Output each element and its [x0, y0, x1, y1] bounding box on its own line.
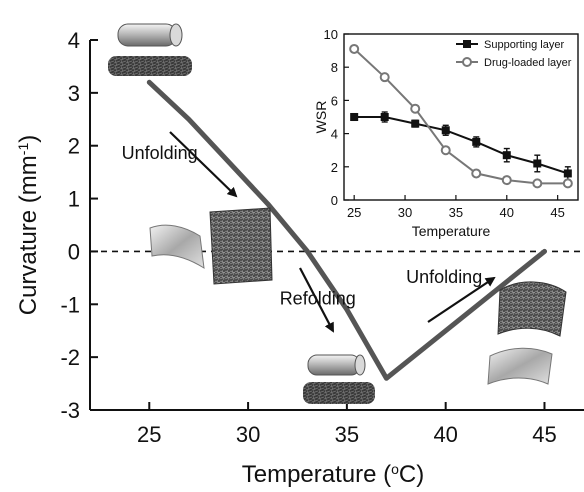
legend-marker-supporting	[463, 40, 471, 48]
inset-y-tick-label: 2	[331, 160, 338, 175]
cylinder-end-cap-bottom	[354, 354, 366, 376]
inset-x-axis-title: Temperature	[412, 223, 491, 239]
curved-sheet-illustration	[149, 224, 205, 269]
x-tick-label: 30	[236, 422, 260, 447]
inset-point-drug-loaded	[471, 168, 482, 179]
inset-y-tick-label: 8	[331, 60, 338, 75]
inset-point-supporting	[563, 169, 572, 178]
fiber-bundle-illustration-bottom	[303, 382, 375, 404]
illustrations	[108, 23, 567, 404]
inset-point-supporting	[350, 113, 359, 121]
inset-x-tick-label: 35	[449, 205, 463, 220]
fibrous-mat-illustration	[209, 207, 273, 285]
unfolding-arrow-2	[427, 276, 496, 323]
y-tick-label: 3	[68, 81, 80, 106]
inset-point-supporting	[472, 137, 481, 146]
annotation-label-1: Unfolding	[122, 143, 198, 163]
inset-point-drug-loaded	[562, 178, 573, 189]
inset-plot: 0 2 4 6 8 10 25 30 35 40 45 Temperature WSR Supportin…	[312, 18, 584, 248]
inset-x-tick-label: 30	[398, 205, 412, 220]
inset-point-drug-loaded	[379, 72, 390, 83]
inset-y-tick-label: 6	[331, 93, 338, 108]
inset-series-line-2	[353, 48, 568, 185]
inset-x-tick-label: 45	[550, 205, 564, 220]
curved-fibrous-mat-illustration	[497, 281, 567, 337]
x-tick-label: 35	[335, 422, 359, 447]
inset-y-axis-title: WSR	[313, 101, 329, 134]
inset-point-drug-loaded	[349, 43, 360, 54]
y-tick-label: 4	[68, 28, 80, 53]
x-tick-label: 45	[532, 422, 556, 447]
y-tick-label: -1	[60, 292, 80, 317]
inset-x-tick-label: 25	[347, 205, 361, 220]
x-axis-title: Temperature (oC)	[242, 461, 425, 488]
inset-point-supporting	[441, 126, 450, 135]
refolding-arrow	[299, 267, 334, 333]
y-axis-title: Curvature (mm-1)	[15, 135, 42, 315]
inset-point-supporting	[502, 151, 511, 160]
y-tick-label: -3	[60, 398, 80, 423]
inset-point-drug-loaded	[532, 178, 543, 189]
x-axis-title-sup: o	[391, 461, 399, 477]
fiber-bundle-illustration	[108, 56, 192, 76]
y-tick-label: 0	[68, 239, 80, 264]
inset-point-supporting	[380, 113, 389, 121]
y-tick-label: 1	[68, 187, 80, 212]
cylinder-illustration	[117, 23, 177, 47]
y-axis-title-sup: -1	[15, 143, 31, 156]
inset-point-drug-loaded	[410, 103, 421, 114]
y-tick-label: 2	[68, 134, 80, 159]
y-tick-label: -2	[60, 345, 80, 370]
x-tick-label: 40	[433, 422, 457, 447]
inset-x-tick-label: 40	[500, 205, 514, 220]
inset-y-tick-label: 0	[331, 193, 338, 208]
y-axis-title-tail: )	[15, 135, 42, 143]
x-tick-label: 25	[137, 422, 161, 447]
inset-frame	[343, 33, 579, 201]
cylinder-end-cap	[169, 23, 183, 47]
x-axis-title-tail: C)	[399, 461, 424, 488]
legend-label-2: Drug-loaded layer	[484, 57, 572, 69]
annotation-label-3: Unfolding	[406, 267, 482, 287]
inset-point-drug-loaded	[501, 175, 512, 186]
curved-sheet-illustration-right	[487, 347, 553, 385]
unfolding-arrow-1	[169, 131, 238, 198]
inset-y-tick-label: 10	[324, 27, 338, 42]
cylinder-illustration-bottom	[307, 354, 361, 376]
inset-point-supporting	[411, 119, 420, 128]
inset-y-tick-label: 4	[331, 127, 338, 142]
legend-marker-drug-loaded	[462, 57, 472, 67]
annotation-label-2: Refolding	[280, 288, 356, 308]
legend-label-1: Supporting layer	[484, 39, 564, 51]
inset-point-supporting	[533, 159, 542, 168]
inset-series-line-1	[354, 116, 569, 175]
inset-point-drug-loaded	[440, 145, 451, 156]
curvature-series-line	[146, 79, 547, 381]
